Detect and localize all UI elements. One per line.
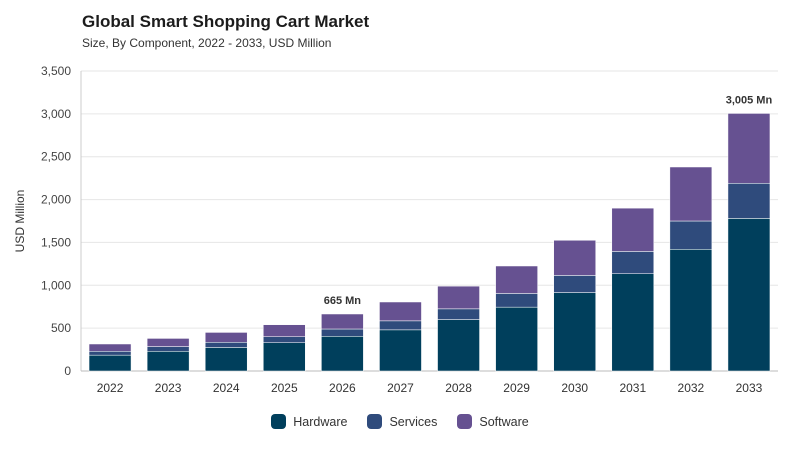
bar-segment-software [321,313,364,330]
legend-swatch [457,414,473,429]
bar-segment-hardware [88,354,132,372]
bar-segment-services [495,293,538,308]
bar-segment-hardware [495,306,538,372]
x-tick-label: 2030 [561,381,588,395]
bar-segment-services [146,346,190,352]
legend-label: Software [479,414,529,429]
bar-segment-software [437,285,480,310]
x-tick-label: 2028 [445,381,472,395]
bar-segment-hardware [263,342,306,372]
chart-legend: Hardware Services Software [0,414,800,429]
x-tick-label: 2031 [619,381,646,395]
bar-segment-hardware [553,292,596,372]
y-tick-label: 500 [51,321,71,335]
bar-segment-hardware [321,336,364,372]
y-tick-label: 3,000 [41,107,71,121]
x-tick-label: 2024 [213,381,240,395]
bar-segment-hardware [437,319,480,372]
bar-segment-hardware [204,347,248,372]
total-label: 665 Mn [324,295,362,307]
x-tick-label: 2025 [271,381,298,395]
legend-item-services: Services [367,414,437,429]
x-tick-label: 2032 [678,381,705,395]
bar-segment-services [611,251,655,274]
total-label: 3,005 Mn [726,94,773,106]
bar-segment-hardware [727,218,771,372]
bar-segment-software [611,207,655,252]
y-tick-label: 1,500 [41,235,71,249]
legend-label: Services [389,414,438,429]
chart-subtitle: Size, By Component, 2022 - 2033, USD Mil… [82,36,332,50]
bar-segment-hardware [611,273,655,372]
bar-segment-services [204,342,248,348]
x-tick-label: 2022 [97,381,124,395]
x-tick-label: 2029 [503,381,530,395]
bar-segment-software [553,240,596,276]
x-tick-label: 2033 [736,381,763,395]
bar-segment-services [379,320,422,331]
y-tick-label: 2,500 [41,150,71,164]
x-tick-label: 2027 [387,381,414,395]
y-tick-label: 1,000 [41,278,71,292]
bar-segment-services [263,336,306,343]
bar-segment-software [669,166,713,222]
bar-segment-software [146,338,190,347]
bar-segment-software [727,113,771,184]
y-axis-title: USD Million [13,190,27,253]
legend-item-software: Software [457,414,529,429]
y-tick-label: 0 [64,364,71,378]
bar-segment-hardware [146,351,190,372]
legend-item-hardware: Hardware [271,414,347,429]
bar-segment-software [204,332,248,343]
legend-swatch [367,414,383,429]
bar-segment-software [495,265,538,294]
bar-segment-hardware [379,329,422,372]
x-tick-label: 2023 [155,381,182,395]
bar-segment-software [88,343,132,352]
bar-segment-services [321,328,364,337]
legend-label: Hardware [293,414,348,429]
bar-segment-services [88,351,132,356]
bar-segment-services [437,308,480,320]
legend-swatch [271,414,287,429]
y-tick-label: 3,500 [41,64,71,78]
bar-segment-hardware [669,249,713,372]
bar-segment-software [379,301,422,322]
bar-segment-services [669,220,713,250]
bar-segment-services [727,183,771,219]
x-tick-label: 2026 [329,381,356,395]
bar-segment-software [263,324,306,337]
bar-segment-services [553,275,596,293]
chart-title: Global Smart Shopping Cart Market [82,12,370,31]
y-tick-label: 2,000 [41,193,71,207]
